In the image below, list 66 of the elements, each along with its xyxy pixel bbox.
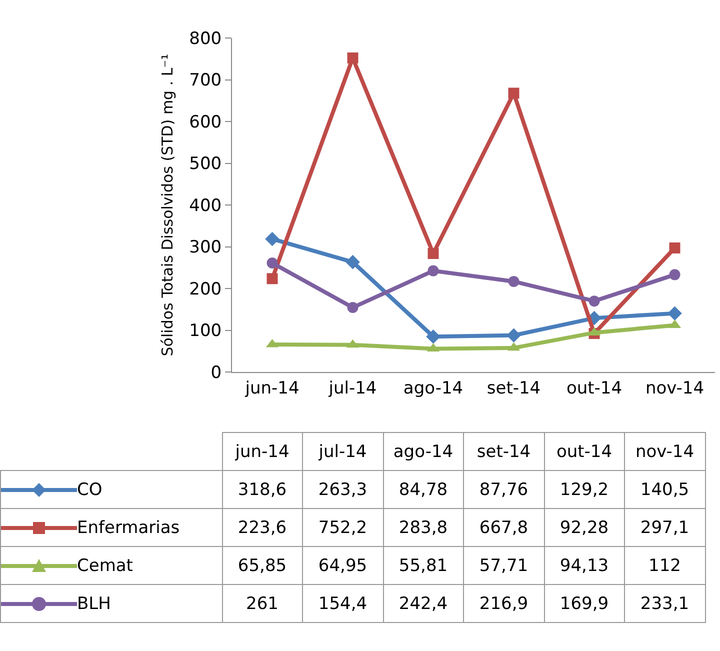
point — [508, 88, 520, 99]
y-tick-label: 400 — [189, 196, 222, 216]
y-tick-label: 700 — [189, 70, 222, 91]
data-label: 84,78 — [383, 470, 464, 508]
legend-label: Cemat — [0, 546, 222, 584]
data-label: 92,28 — [544, 508, 624, 546]
y-tick-label: 200 — [189, 279, 222, 300]
data-label: 55,81 — [383, 546, 464, 584]
data-label: 242,4 — [383, 584, 464, 622]
data-label: 140,5 — [624, 470, 705, 508]
point — [428, 248, 439, 260]
x-tick-label: nov-14 — [645, 378, 704, 398]
y-tick-label: 300 — [189, 238, 222, 258]
y-tick-label: 600 — [189, 112, 222, 132]
point — [265, 232, 280, 246]
category-label: set-14 — [476, 442, 531, 462]
data-label: 318,6 — [222, 470, 302, 508]
point — [508, 276, 520, 287]
data-label: 283,8 — [383, 508, 464, 546]
data-label: 297,1 — [624, 508, 705, 546]
point — [266, 273, 278, 284]
y-tick-label: 100 — [189, 321, 222, 342]
y-tick-label: 800 — [189, 28, 222, 49]
legend-label: BLH — [0, 584, 222, 622]
point — [669, 242, 680, 254]
y-tick-label: 500 — [189, 154, 222, 174]
category-label: jul-14 — [318, 442, 367, 462]
point — [266, 258, 278, 269]
data-label: 223,6 — [222, 508, 302, 546]
data-label: 667,8 — [464, 508, 544, 546]
x-tick-label: jul-14 — [328, 378, 377, 398]
data-label: 112 — [624, 546, 705, 584]
data-label: 94,13 — [544, 546, 624, 584]
category-label: jun-14 — [235, 442, 290, 462]
point — [588, 296, 600, 307]
x-tick-label: ago-14 — [403, 378, 464, 398]
point — [347, 52, 358, 64]
data-label: 752,2 — [302, 508, 383, 546]
data-label: 64,95 — [302, 546, 383, 584]
point — [428, 265, 439, 276]
point — [668, 306, 682, 320]
data-label: 169,9 — [544, 584, 624, 622]
legend-label: Enfermarias — [0, 508, 222, 546]
data-label: 263,3 — [302, 470, 383, 508]
data-label: 216,9 — [464, 584, 544, 622]
y-tick-label: 0 — [210, 362, 222, 383]
x-tick-label: set-14 — [486, 378, 541, 398]
legend-label: CO — [0, 470, 222, 508]
point — [426, 329, 440, 344]
point — [347, 302, 358, 314]
data-label: 65,85 — [222, 546, 302, 584]
data-label: 129,2 — [544, 470, 624, 508]
x-tick-label: jun-14 — [244, 378, 300, 398]
category-label: out-14 — [556, 442, 612, 462]
y-axis-title: Sólidos Totais Dissolvidos (STD) mg . L⁻¹ — [158, 54, 176, 356]
point — [506, 328, 521, 343]
point — [669, 269, 680, 280]
category-label: ago-14 — [393, 442, 454, 462]
category-label: nov-14 — [635, 442, 694, 462]
data-label: 261 — [222, 584, 302, 622]
x-tick-label: out-14 — [566, 378, 622, 398]
data-label: 154,4 — [302, 584, 383, 622]
point — [346, 254, 360, 270]
data-label: 57,71 — [464, 546, 544, 584]
data-label: 233,1 — [624, 584, 705, 622]
data-label: 87,76 — [464, 470, 544, 508]
